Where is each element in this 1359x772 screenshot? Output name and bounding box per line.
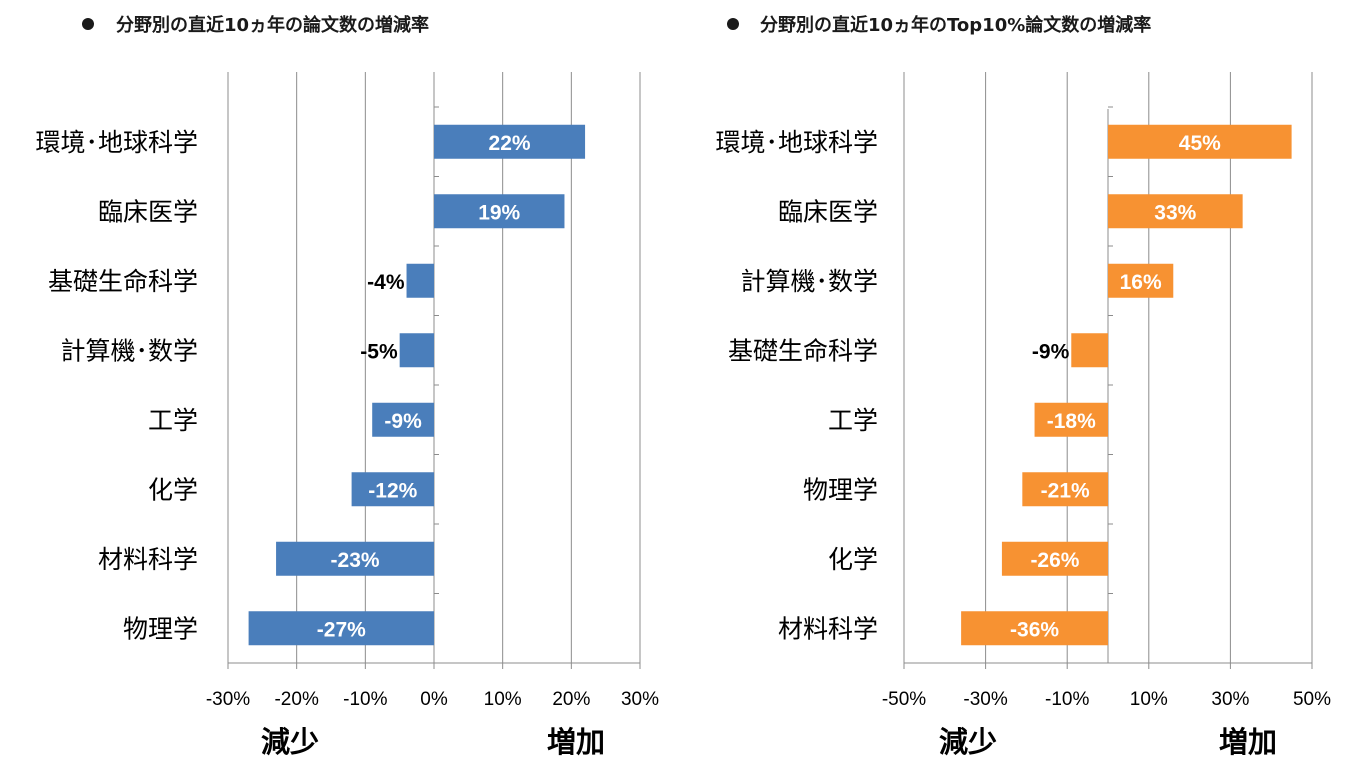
chart-1-category-label: 基礎生命科学: [48, 267, 198, 296]
chart-1-decrease-label: 減少: [261, 725, 319, 759]
chart-2-plot: -50% -30% -10% 10% 30% 50% 環境･地球科学 45% 臨床医学 33% 計算…: [715, 72, 1331, 710]
chart-2-category-label: 環境･地球科学: [715, 128, 878, 157]
chart-1-data-label: -27%: [317, 618, 366, 641]
chart-2-category-label: 計算機･数学: [740, 267, 878, 296]
chart-1-x-tick-label: 0%: [420, 689, 448, 710]
chart-1-data-label: -23%: [331, 549, 380, 572]
chart-1-data-label: -5%: [360, 340, 398, 363]
chart-1-category-label: 物理学: [123, 614, 198, 643]
chart-1-category-label: 計算機･数学: [60, 336, 198, 365]
chart-2-data-label: -36%: [1010, 618, 1059, 641]
chart-2-bar: [1022, 472, 1108, 507]
chart-2-bar: [1108, 124, 1292, 159]
chart-2-category-label: 化学: [828, 545, 878, 574]
chart-2-data-label: -26%: [1030, 549, 1079, 572]
chart-1-bar: [434, 124, 586, 159]
chart-1-bar: [276, 541, 434, 576]
chart-1-x-tick-label: -30%: [206, 689, 250, 710]
chart-2-title: 分野別の直近10ヵ年のTop10%論文数の増減率: [760, 14, 1151, 36]
chart-2-bar: [1108, 194, 1243, 229]
chart-1-x-tick-label: -10%: [343, 689, 387, 710]
chart-2-decrease-label: 減少: [939, 725, 997, 759]
chart-1-bar: [406, 263, 434, 298]
chart-2-data-label: -18%: [1047, 410, 1096, 433]
chart-1-category-label: 化学: [148, 475, 198, 504]
chart-1-bar: [351, 472, 434, 507]
chart-1-data-label: -4%: [367, 271, 405, 294]
chart-2-data-label: 16%: [1120, 271, 1162, 294]
chart-1-bar: [248, 611, 434, 646]
chart-1-increase-label: 増加: [547, 725, 605, 759]
chart-2-bar: [1108, 263, 1174, 298]
chart-1-bar: [399, 333, 434, 368]
chart-1-title: 分野別の直近10ヵ年の論文数の増減率: [116, 14, 429, 36]
chart-1-data-label: 22%: [489, 132, 531, 155]
chart-2-x-tick-label: -50%: [882, 689, 926, 710]
chart-1-data-label: 19%: [478, 201, 520, 224]
chart-1-category-label: 環境･地球科学: [35, 128, 198, 157]
chart-1-x-tick-label: 30%: [621, 689, 659, 710]
chart-2-bar: [961, 611, 1108, 646]
chart-2-data-label: 45%: [1179, 132, 1221, 155]
chart-2-x-tick-label: -10%: [1045, 689, 1089, 710]
chart-2-bar: [1034, 402, 1108, 437]
chart-1-x-tick-label: -20%: [274, 689, 318, 710]
chart-2-x-tick-label: -30%: [963, 689, 1007, 710]
chart-1-category-label: 工学: [148, 406, 198, 435]
chart-1-data-label: -9%: [384, 410, 422, 433]
chart-2-category-label: 物理学: [803, 475, 878, 504]
chart-1-data-label: -12%: [368, 479, 417, 502]
chart-1-x-tick-label: 20%: [552, 689, 590, 710]
chart-1-x-tick-label: 10%: [484, 689, 522, 710]
chart-1-bar: [372, 402, 434, 437]
chart-1-category-label: 材料科学: [98, 545, 198, 574]
chart-1-category-label: 臨床医学: [98, 197, 198, 226]
chart-2-x-tick-label: 50%: [1293, 689, 1331, 710]
chart-2-bar: [1001, 541, 1108, 576]
chart-1-bar: [434, 194, 565, 229]
chart-2-x-tick-label: 10%: [1130, 689, 1168, 710]
chart-2-category-label: 臨床医学: [778, 197, 878, 226]
chart-2-title-group: 分野別の直近10ヵ年のTop10%論文数の増減率: [727, 14, 1151, 36]
chart-1-plot: -30% -20% -10% 0% 10% 20% 30% 環境･地球科学 22% 臨床医学 19%…: [35, 72, 659, 710]
chart-2-category-label: 材料科学: [778, 614, 878, 643]
chart-2-data-label: -21%: [1041, 479, 1090, 502]
chart-2-x-tick-label: 30%: [1211, 689, 1249, 710]
chart-2-title-bullet: [727, 18, 739, 30]
chart-2-data-label: -9%: [1032, 340, 1070, 363]
chart-2-increase-label: 増加: [1219, 725, 1277, 759]
chart-2-data-label: 33%: [1154, 201, 1196, 224]
chart-2-category-label: 工学: [828, 406, 878, 435]
chart-2-category-label: 基礎生命科学: [728, 336, 878, 365]
chart-1-title-group: 分野別の直近10ヵ年の論文数の増減率: [82, 14, 429, 36]
chart-1-title-bullet: [82, 18, 94, 30]
chart-2-bar: [1071, 333, 1108, 368]
